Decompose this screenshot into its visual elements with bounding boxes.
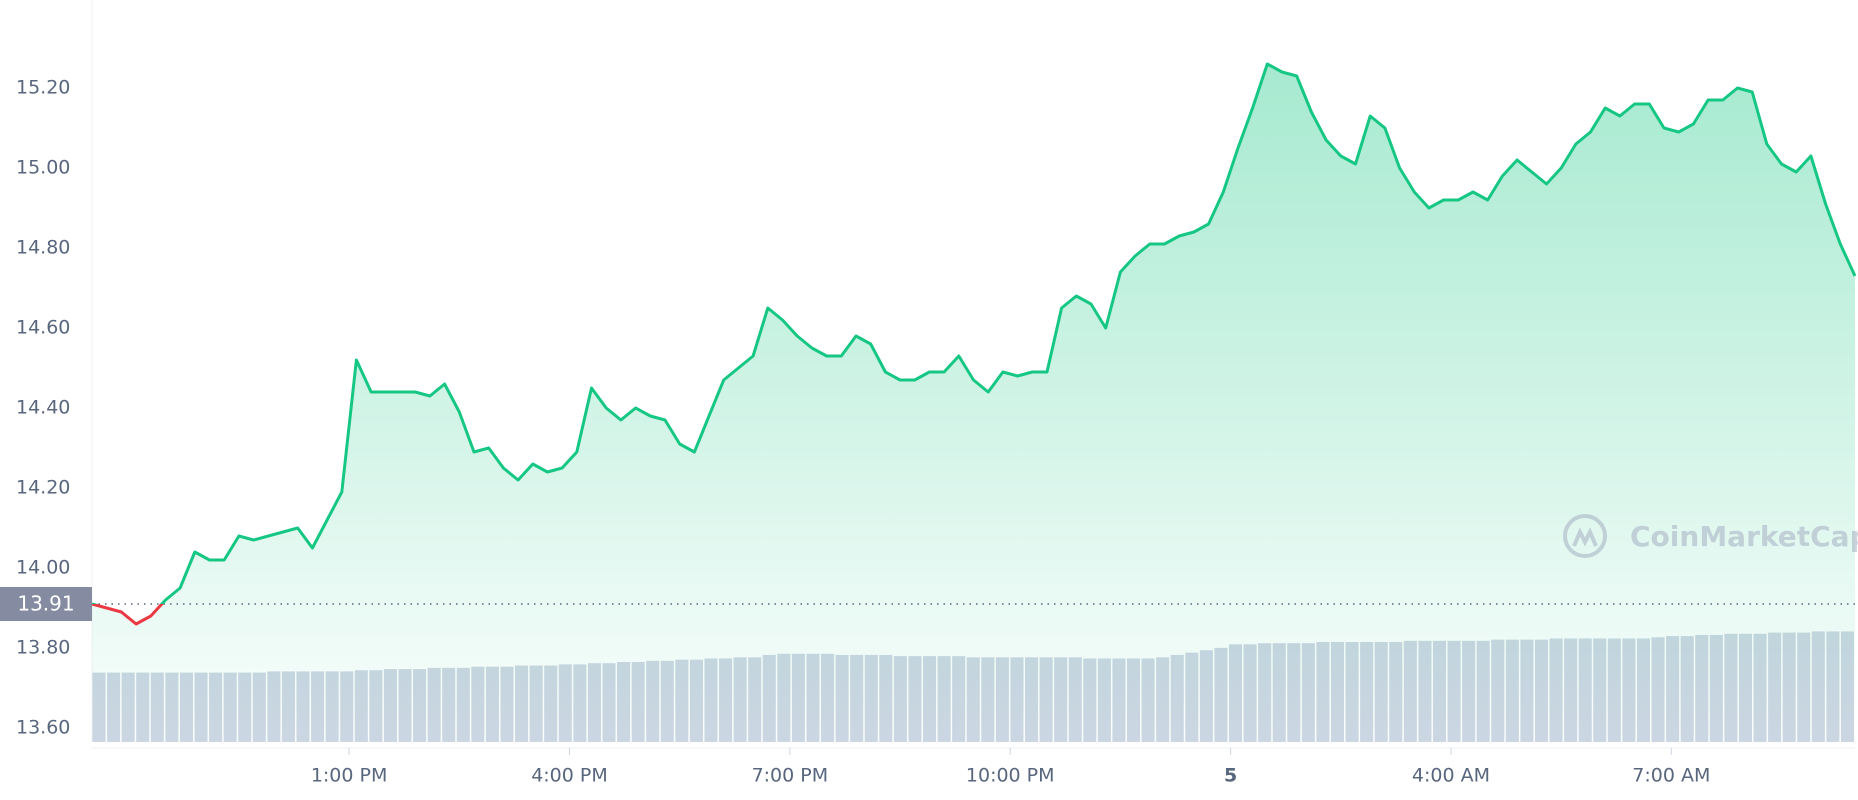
y-tick-label: 13.60 <box>16 717 70 739</box>
baseline-label-bg <box>0 587 92 621</box>
watermark-logo <box>1563 514 1607 558</box>
axes: 13.60 13.80 14.00 14.20 14.40 14.60 14.80 15.00… <box>0 77 1855 787</box>
y-tick-label: 14.60 <box>16 317 70 339</box>
x-tick-label: 4:00 AM <box>1412 765 1490 787</box>
watermark-text: CoinMarketCap <box>1630 520 1858 553</box>
watermark: CoinMarketCap <box>1563 514 1858 558</box>
y-tick-label: 13.80 <box>16 637 70 659</box>
watermark-logo <box>1572 527 1598 547</box>
y-tick-label: 14.80 <box>16 237 70 259</box>
x-tick-label: 7:00 PM <box>752 765 829 787</box>
y-tick-label: 14.40 <box>16 397 70 419</box>
baseline-label: 13.91 <box>17 592 74 616</box>
price-area <box>92 64 1855 742</box>
plot <box>91 62 1857 742</box>
y-tick-label: 14.00 <box>16 557 70 579</box>
y-tick-label: 15.20 <box>16 77 70 99</box>
x-tick-label: 7:00 AM <box>1632 765 1710 787</box>
y-tick-label: 14.20 <box>16 477 70 499</box>
x-tick-label: 10:00 PM <box>966 765 1055 787</box>
x-tick-label: 4:00 PM <box>531 765 608 787</box>
y-tick-label: 15.00 <box>16 157 70 179</box>
x-tick-label: 1:00 PM <box>311 765 388 787</box>
x-tick-label: 5 <box>1224 765 1237 787</box>
price-line <box>91 62 1857 626</box>
